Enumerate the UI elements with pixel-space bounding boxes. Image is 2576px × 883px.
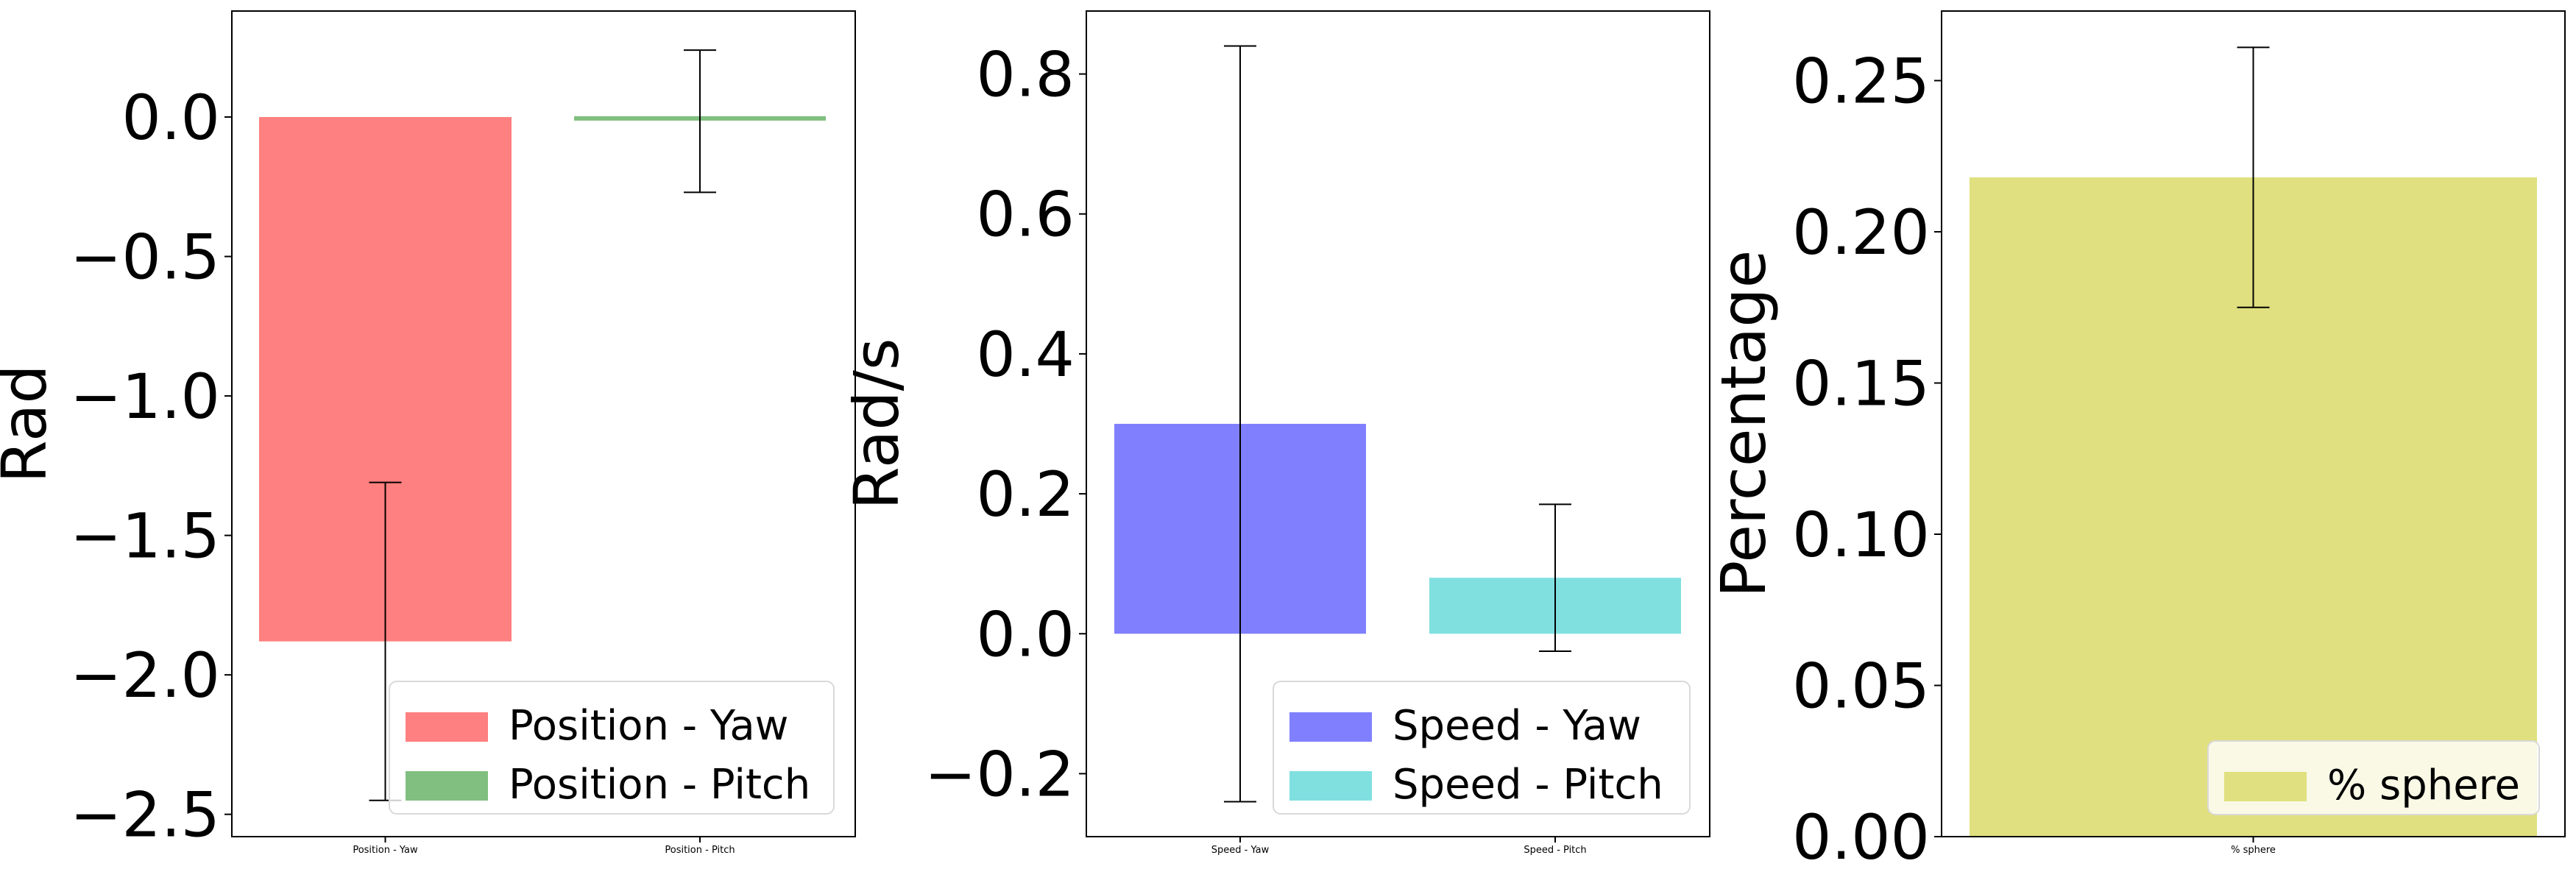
y-tick-label: 0.10 bbox=[1792, 499, 1930, 571]
y-tick-label: −1.0 bbox=[70, 361, 220, 433]
x-tick-label: Position - Pitch bbox=[665, 845, 735, 856]
y-tick-label: 0.0 bbox=[121, 82, 220, 154]
legend-swatch bbox=[406, 712, 488, 742]
y-tick-label: 0.0 bbox=[976, 598, 1075, 670]
y-tick-label: −2.5 bbox=[70, 779, 220, 851]
y-tick-label: −0.2 bbox=[924, 738, 1075, 810]
legend-label: % sphere bbox=[2327, 762, 2520, 809]
chart-panel-1: 0.0−0.5−1.0−1.5−2.0−2.5 Position - Yaw Pos… bbox=[0, 10, 856, 856]
chart-panel-2: 0.8 0.6 0.4 0.2 0.0 −0.2 Speed - Yaw Speed - Pi… bbox=[841, 10, 1710, 856]
legend-swatch bbox=[406, 771, 488, 801]
y-tick-label: 0.00 bbox=[1792, 801, 1930, 873]
chart-panel-3: 0.25 0.20 0.15 0.10 0.05 0.00 % sphere Percenta… bbox=[1708, 10, 2566, 873]
error-bar-2 bbox=[684, 49, 716, 194]
x-tick-label: Speed - Pitch bbox=[1524, 845, 1586, 856]
legend-label: Position - Yaw bbox=[509, 702, 788, 750]
x-tick-label: Speed - Yaw bbox=[1211, 845, 1270, 856]
y-axis-label: Rad bbox=[0, 364, 60, 483]
y-axis-label: Rad/s bbox=[841, 338, 913, 509]
x-tick-label: % sphere bbox=[2231, 845, 2276, 856]
legend-swatch bbox=[2224, 772, 2307, 801]
y-tick-label: 0.8 bbox=[976, 39, 1075, 111]
legend: % sphere bbox=[2207, 740, 2540, 815]
y-axis-label: Percentage bbox=[1708, 250, 1780, 598]
y-tick-label: 0.4 bbox=[976, 319, 1075, 391]
axes-frame bbox=[1086, 10, 1710, 837]
legend: Position - Yaw Position - Pitch bbox=[389, 681, 835, 815]
legend-label: Speed - Pitch bbox=[1393, 761, 1663, 809]
x-tick-label: Position - Yaw bbox=[353, 845, 418, 856]
legend-label: Position - Pitch bbox=[509, 761, 810, 809]
y-tick-label: −0.5 bbox=[70, 221, 220, 294]
legend-label: Speed - Yaw bbox=[1393, 702, 1641, 750]
axes-frame bbox=[231, 10, 856, 837]
y-tick-label: 0.15 bbox=[1792, 348, 1930, 420]
y-tick-label: 0.05 bbox=[1792, 650, 1930, 723]
error-bar-1 bbox=[2237, 46, 2270, 308]
legend: Speed - Yaw Speed - Pitch bbox=[1273, 681, 1691, 815]
error-bar-1 bbox=[1224, 45, 1256, 803]
y-tick-label: 0.20 bbox=[1792, 196, 1930, 269]
y-tick-label: −2.0 bbox=[70, 639, 220, 712]
y-tick-label: 0.2 bbox=[976, 458, 1075, 531]
y-tick-label: −1.5 bbox=[70, 500, 220, 572]
y-tick-label: 0.25 bbox=[1792, 46, 1930, 118]
y-tick-label: 0.6 bbox=[976, 179, 1075, 251]
legend-swatch bbox=[1289, 771, 1372, 801]
legend-swatch bbox=[1289, 712, 1372, 742]
error-bar-2 bbox=[1539, 503, 1571, 653]
